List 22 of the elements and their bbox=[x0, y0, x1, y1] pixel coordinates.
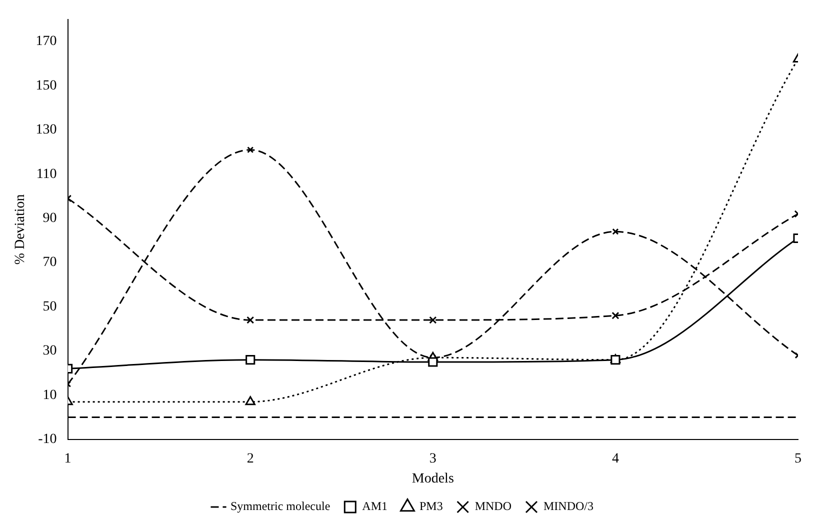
x-tick-label: 5 bbox=[794, 451, 802, 466]
legend-label: AM1 bbox=[362, 499, 388, 514]
legend-label: PM3 bbox=[419, 499, 443, 514]
legend-label: MNDO bbox=[474, 499, 512, 514]
y-tick-label: 130 bbox=[36, 122, 57, 138]
x-tick-label: 1 bbox=[64, 451, 72, 466]
y-tick-label: 70 bbox=[42, 255, 57, 270]
x-tick-label: 3 bbox=[429, 451, 436, 466]
y-tick-label: 30 bbox=[42, 344, 57, 359]
legend-label: MINDO/3 bbox=[543, 499, 594, 514]
y-tick-label: 50 bbox=[42, 299, 57, 314]
legend-label: Symmetric molecule bbox=[230, 499, 330, 514]
y-tick-label: -10 bbox=[38, 432, 57, 448]
y-tick-label: 150 bbox=[36, 78, 57, 94]
x-axis-title: Models bbox=[412, 471, 454, 486]
y-tick-label: 110 bbox=[36, 166, 57, 182]
x-tick-label: 2 bbox=[246, 451, 254, 466]
y-axis-title: % Deviation bbox=[13, 194, 28, 265]
y-tick-label: 170 bbox=[36, 34, 57, 50]
y-tick-label: 90 bbox=[42, 211, 57, 226]
y-tick-label: 10 bbox=[42, 388, 57, 403]
x-tick-label: 4 bbox=[612, 451, 619, 466]
